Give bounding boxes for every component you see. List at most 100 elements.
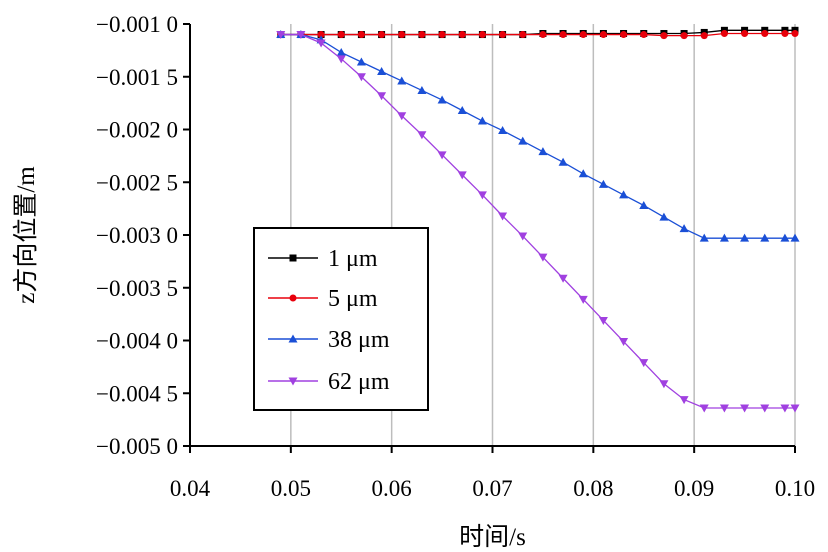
- data-point: [538, 147, 548, 156]
- legend-label: 1 μm: [328, 246, 378, 272]
- legend-label: 5 μm: [328, 286, 378, 312]
- data-point: [438, 31, 446, 39]
- data-point: [377, 92, 387, 101]
- data-point: [559, 31, 567, 39]
- data-point: [578, 169, 588, 178]
- legend-marker: [289, 254, 297, 262]
- x-axis-title: 时间/s: [459, 523, 526, 551]
- x-tick-label: 0.04: [170, 476, 211, 501]
- data-point: [518, 232, 528, 241]
- data-point: [640, 31, 648, 39]
- axes: [183, 23, 796, 453]
- data-point: [336, 55, 346, 64]
- data-point: [477, 191, 487, 200]
- data-point: [317, 31, 325, 39]
- data-point: [558, 157, 568, 166]
- y-tick-label: −0.002 5: [96, 170, 178, 195]
- y-tick-label: −0.005 0: [96, 434, 178, 459]
- data-point: [760, 233, 770, 242]
- data-point: [699, 233, 709, 242]
- data-point: [356, 73, 366, 82]
- data-point: [578, 295, 588, 304]
- data-point: [356, 57, 366, 66]
- y-tick-label: −0.002 0: [96, 118, 178, 143]
- y-axis-tick-labels: −0.001 0 −0.001 5 −0.002 0 −0.002 5 −0.003 0…: [96, 12, 178, 459]
- data-point: [417, 131, 427, 140]
- x-tick-label: 0.10: [775, 476, 815, 501]
- legend-label: 38 μm: [328, 327, 390, 353]
- data-point: [539, 31, 547, 39]
- x-axis-tick-labels: 0.04 0.05 0.06 0.07 0.08 0.09 0.10: [170, 476, 815, 501]
- data-point: [518, 136, 528, 145]
- data-point: [680, 32, 688, 40]
- data-point: [337, 31, 345, 39]
- data-point: [790, 233, 800, 242]
- data-point: [619, 338, 629, 347]
- y-tick-label: −0.001 0: [96, 12, 178, 37]
- data-point: [660, 32, 668, 40]
- data-point: [598, 316, 608, 325]
- y-tick-label: −0.003 0: [96, 223, 178, 248]
- data-point: [477, 116, 487, 125]
- data-point: [598, 179, 608, 188]
- data-point: [498, 126, 508, 135]
- data-point: [357, 31, 365, 39]
- data-point: [458, 31, 466, 39]
- data-point: [397, 112, 407, 121]
- data-point: [760, 404, 770, 413]
- data-point: [558, 274, 568, 283]
- data-point: [639, 200, 649, 209]
- data-point: [579, 31, 587, 39]
- legend-marker: [289, 294, 297, 302]
- data-point: [276, 31, 286, 40]
- data-point: [620, 31, 628, 39]
- data-point: [699, 404, 709, 413]
- data-point: [498, 212, 508, 221]
- data-series: [276, 26, 800, 413]
- x-tick-label: 0.05: [271, 476, 311, 501]
- data-point: [790, 404, 800, 413]
- data-point: [296, 31, 306, 40]
- data-point: [781, 29, 789, 37]
- y-tick-label: −0.003 5: [96, 276, 178, 301]
- data-point: [720, 29, 728, 37]
- data-point: [499, 31, 507, 39]
- data-point: [437, 151, 447, 160]
- y-tick-label: −0.004 5: [96, 381, 178, 406]
- series-3: [276, 30, 800, 242]
- data-point: [780, 233, 790, 242]
- data-point: [780, 404, 790, 413]
- data-point: [679, 224, 689, 233]
- data-point: [700, 32, 708, 40]
- legend-marker: [288, 377, 298, 386]
- data-point: [740, 233, 750, 242]
- data-point: [336, 47, 346, 56]
- data-point: [538, 253, 548, 262]
- data-point: [719, 233, 729, 242]
- data-point: [519, 31, 527, 39]
- data-point: [457, 106, 467, 115]
- y-tick-label: −0.001 5: [96, 65, 178, 90]
- data-point: [659, 380, 669, 389]
- data-point: [377, 66, 387, 75]
- data-point: [599, 31, 607, 39]
- data-point: [378, 31, 386, 39]
- x-tick-label: 0.08: [573, 476, 613, 501]
- y-axis-title: z方向位置/m: [12, 166, 40, 304]
- x-tick-label: 0.06: [372, 476, 412, 501]
- series-1: [277, 26, 799, 39]
- y-tick-label: −0.004 0: [96, 329, 178, 354]
- data-point: [316, 39, 326, 48]
- data-point: [478, 31, 486, 39]
- data-point: [761, 29, 769, 37]
- data-point: [437, 95, 447, 104]
- data-point: [659, 212, 669, 221]
- data-point: [619, 190, 629, 199]
- data-point: [397, 76, 407, 85]
- data-point: [741, 29, 749, 37]
- data-point: [719, 404, 729, 413]
- legend: 1 μm 5 μm 38 μm 62 μm: [253, 227, 429, 411]
- data-point: [639, 359, 649, 368]
- data-point: [791, 29, 799, 37]
